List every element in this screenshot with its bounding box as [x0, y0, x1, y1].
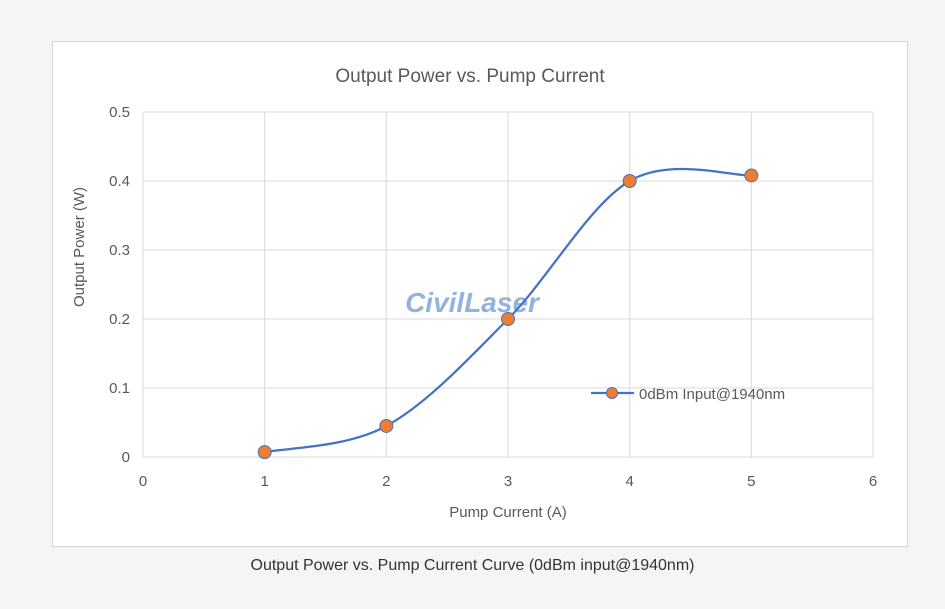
chart-frame: [52, 41, 908, 547]
watermark-logo: CivilLaser: [405, 287, 541, 318]
x-axis-ticks: 0 1 2 3 4 5 6: [139, 473, 877, 490]
y-axis-label: Output Power (W): [71, 187, 88, 307]
grid: [142, 111, 874, 458]
legend-entry-label: 0dBm Input@1940nm: [639, 386, 785, 403]
data-point-marker: [257, 445, 272, 460]
y-tick-label: 0.1: [109, 380, 130, 397]
y-tick-label: 0.3: [109, 242, 130, 259]
y-axis-ticks: 0 0.1 0.2 0.3 0.4 0.5: [109, 104, 130, 466]
x-tick-label: 3: [504, 473, 512, 490]
y-tick-label: 0.5: [109, 104, 130, 121]
figure-caption: Output Power vs. Pump Current Curve (0dB…: [250, 557, 695, 574]
x-tick-label: 6: [869, 473, 877, 490]
series-markers: [257, 168, 759, 460]
data-point-marker: [379, 418, 394, 433]
x-tick-label: 4: [625, 473, 633, 490]
data-point-marker: [501, 312, 515, 326]
data-point-marker: [622, 174, 637, 188]
data-point-marker: [744, 168, 759, 183]
y-tick-label: 0.4: [109, 173, 130, 190]
x-tick-label: 1: [260, 473, 268, 490]
x-tick-label: 2: [382, 473, 390, 490]
x-axis-label: Pump Current (A): [449, 504, 567, 521]
x-tick-label: 0: [139, 473, 147, 490]
y-tick-label: 0: [122, 449, 130, 466]
legend: 0dBm Input@1940nm: [591, 386, 785, 403]
chart-title: Output Power vs. Pump Current: [335, 66, 605, 87]
x-tick-label: 5: [747, 473, 755, 490]
legend-marker-swatch: [606, 387, 618, 399]
y-tick-label: 0.2: [109, 311, 130, 328]
